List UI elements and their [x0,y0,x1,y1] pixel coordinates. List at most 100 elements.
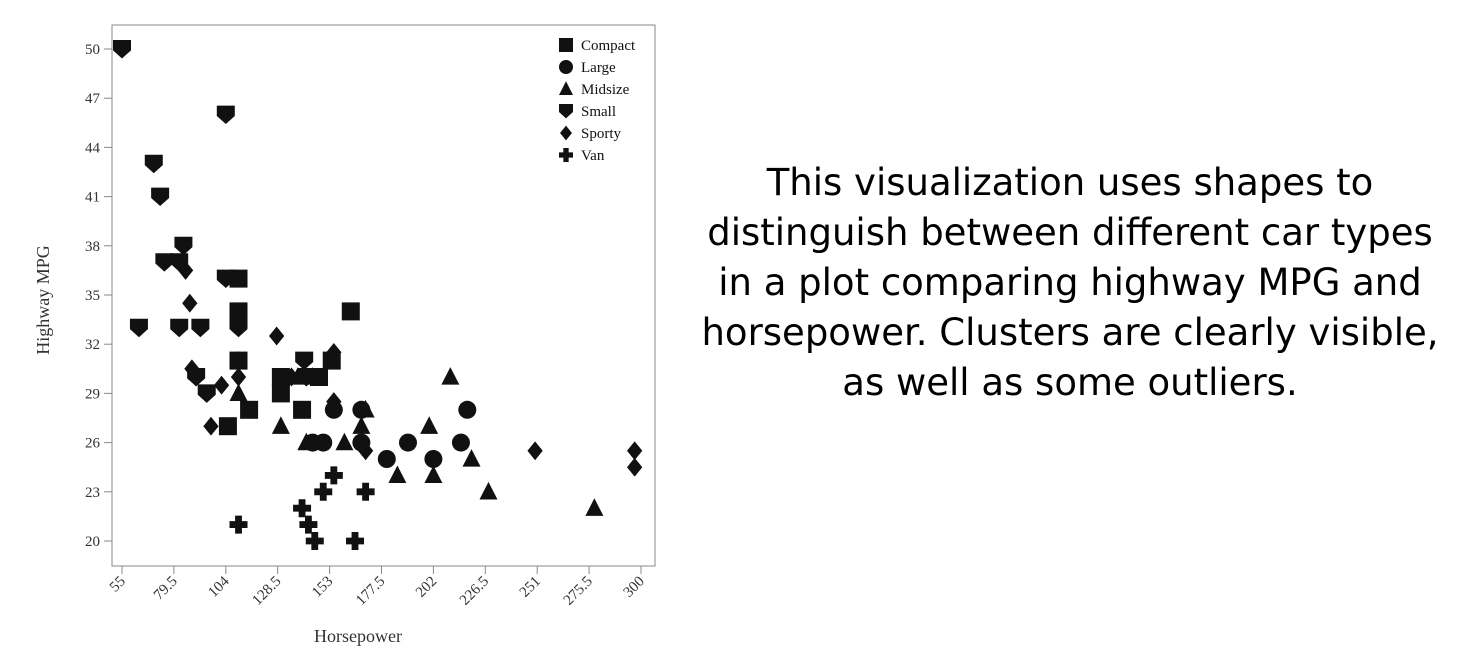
legend: Compact Large Midsize Small Sporty Van [559,38,636,164]
small-point [229,318,248,338]
x-tick-label: 202 [413,574,440,601]
sporty-point [230,351,247,371]
y-axis-title: Highway MPG [33,245,53,355]
small-point [191,318,210,338]
van-point [346,532,365,550]
midsize-point [229,383,248,402]
y-tick-label: 20 [85,534,100,550]
small-point [113,40,131,59]
x-tick-label: 128.5 [249,574,284,609]
x-tick-label: 79.5 [151,574,181,604]
y-tick-label: 41 [85,190,100,206]
small-point [170,318,189,338]
scatter-chart: 20 23 26 29 32 35 38 41 44 47 50 55 79.5 104 128.5 153… [33,24,656,646]
compact-point [229,302,248,321]
van-point [356,482,375,501]
large-point [377,450,396,468]
y-tick-label: 26 [85,436,101,452]
legend-sporty-label: Sporty [581,126,622,142]
small-point [155,253,174,272]
midsize-point [479,481,498,500]
van-point [299,515,318,534]
sporty-point [527,441,543,461]
van-point [314,482,333,501]
small-point [216,269,235,289]
sporty-point [213,375,230,395]
y-tick-label: 50 [85,42,100,58]
compact-point [218,417,237,436]
legend-van-label: Van [581,148,605,164]
van-point [293,499,312,518]
sporty-point [326,392,342,412]
midsize-point [424,465,443,484]
y-tick-label: 44 [85,140,101,156]
midsize-point [441,367,460,385]
legend-compact-marker [559,38,573,52]
x-axis-title: Horsepower [314,626,402,646]
plot-frame [111,24,656,567]
x-tick-label: 153 [309,574,336,601]
midsize-point [352,416,371,434]
van-point [229,515,248,534]
y-axis: 20 23 26 29 32 35 38 41 44 47 50 [85,42,112,550]
small-point [129,318,148,338]
sporty-point [203,416,219,436]
legend-small-label: Small [581,104,616,120]
legend-large-marker [559,60,573,74]
van-point [324,466,343,485]
x-tick-label: 251 [517,574,544,601]
y-tick-label: 47 [85,91,101,107]
midsize-point [271,416,290,434]
compact-point [271,368,290,386]
x-tick-label: 177.5 [353,574,388,609]
sporty-point [357,441,374,461]
caption-text: This visualization uses shapes to distin… [701,161,1439,404]
data-points [113,40,643,550]
legend-midsize-marker [559,81,573,95]
y-tick-label: 35 [85,288,100,304]
sporty-point [326,342,342,362]
small-point [174,236,193,256]
large-point [314,433,333,452]
x-tick-label: 104 [205,573,233,601]
large-point [451,433,470,452]
small-point [151,187,170,207]
y-tick-label: 38 [85,239,100,255]
x-tick-label: 275.5 [561,574,596,609]
compact-point [271,384,290,403]
sporty-point [177,260,194,280]
y-tick-label: 23 [85,485,100,501]
legend-small-marker [559,104,573,119]
x-tick-label: 300 [621,574,648,601]
midsize-point [420,416,439,434]
sporty-point [283,367,300,387]
small-point [297,368,316,387]
midsize-point [356,399,375,418]
sporty-point [626,457,643,477]
sporty-point [182,293,198,313]
legend-midsize-label: Midsize [581,82,630,98]
small-point [216,105,235,125]
legend-large-label: Large [581,60,616,76]
sporty-point [268,326,285,346]
sporty-point [184,359,200,379]
midsize-point [388,465,407,484]
x-axis: 55 79.5 104 128.5 153 177.5 202 226.5 251 275.5 30… [107,566,648,609]
large-point [458,400,477,419]
midsize-point [297,432,316,451]
legend-sporty-marker [560,125,572,141]
small-point [197,384,216,403]
compact-point [341,302,360,321]
y-tick-label: 29 [85,386,100,402]
large-point [398,433,417,452]
midsize-point [462,449,481,467]
midsize-point [335,432,354,451]
compact-point [293,400,312,419]
chart-container: 20 23 26 29 32 35 38 41 44 47 50 55 79.5 104 128.5 153… [0,0,690,666]
small-point [144,154,163,174]
y-tick-label: 32 [85,337,100,353]
compact-point [240,400,259,419]
midsize-point [585,498,604,516]
small-point [295,351,314,371]
sporty-point [626,441,643,461]
